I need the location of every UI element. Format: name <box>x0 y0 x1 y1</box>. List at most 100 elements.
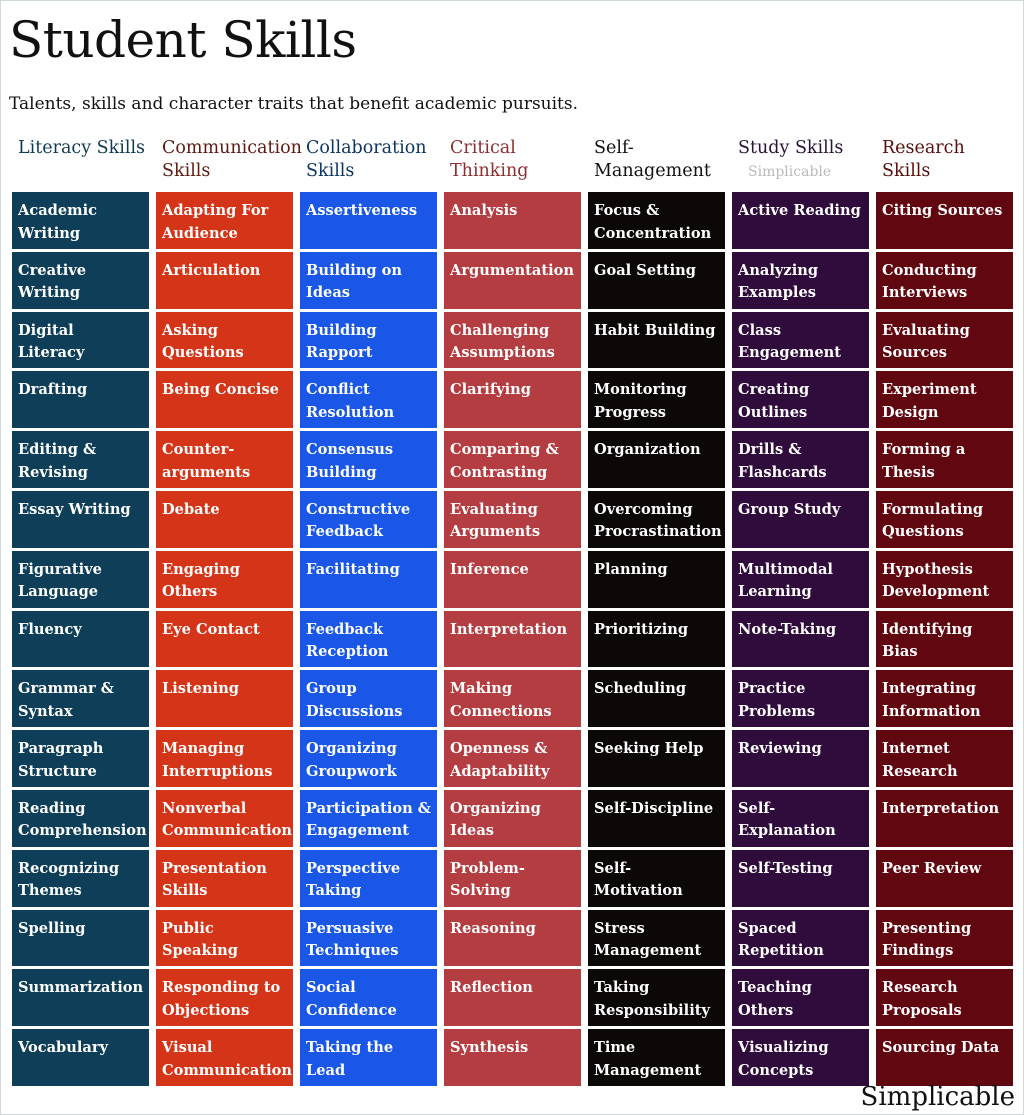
skill-cell: Note-Taking <box>732 610 869 668</box>
skill-cell: Managing Interruptions <box>156 730 293 787</box>
skill-cell: Argumentation <box>444 251 581 309</box>
skill-cell: Prioritizing <box>588 610 725 668</box>
skill-cell: Academic Writing <box>12 192 149 249</box>
skill-cell: Being Concise <box>156 371 293 429</box>
skill-column-research-skills: Research Skills Citing Sources Conducting … <box>876 137 1013 1086</box>
column-heading: Literacy Skills <box>12 137 149 187</box>
skill-cell: Visual Communication <box>156 1029 293 1086</box>
skill-cell: Time Management <box>588 1029 725 1086</box>
skill-cell: Problem-Solving <box>444 849 581 907</box>
column-heading-text: Critical Thinking <box>450 138 529 181</box>
skill-cell: Self-Motivation <box>588 849 725 907</box>
skill-cell: Group Discussions <box>300 670 437 728</box>
skill-cell: Organizing Groupwork <box>300 730 437 787</box>
skill-column-collaboration-skills: Collaboration Skills Assertiveness Buildin… <box>300 137 437 1086</box>
skill-list: Analysis Argumentation Challenging Assumpt… <box>444 192 581 1086</box>
skill-cell: Taking the Lead <box>300 1029 437 1086</box>
skill-cell: Self-Discipline <box>588 789 725 847</box>
skill-cell: Focus & Concentration <box>588 192 725 249</box>
skill-cell: Reflection <box>444 969 581 1027</box>
skill-cell: Adapting For Audience <box>156 192 293 249</box>
skill-cell: Drafting <box>12 371 149 429</box>
skill-cell: Perspective Taking <box>300 849 437 907</box>
skill-cell: Seeking Help <box>588 730 725 787</box>
skill-cell: Editing & Revising <box>12 431 149 488</box>
skill-cell: Presenting Findings <box>876 909 1013 967</box>
skill-cell: Conducting Interviews <box>876 251 1013 309</box>
skill-cell: Assertiveness <box>300 192 437 249</box>
column-heading-text: Study Skills <box>738 138 844 158</box>
skill-cell: Teaching Others <box>732 969 869 1027</box>
column-heading-text: Self-Management <box>594 138 711 181</box>
skill-cell: Organization <box>588 431 725 488</box>
skill-cell: Counter-arguments <box>156 431 293 488</box>
skill-cell: Summarization <box>12 969 149 1027</box>
skill-cell: Drills & Flashcards <box>732 431 869 488</box>
skill-cell: Goal Setting <box>588 251 725 309</box>
column-heading: Critical Thinking <box>444 137 581 187</box>
skill-cell: Grammar & Syntax <box>12 670 149 728</box>
skill-cell: Figurative Language <box>12 550 149 608</box>
skill-cell: Articulation <box>156 251 293 309</box>
skill-cell: Responding to Objections <box>156 969 293 1027</box>
skill-cell: Overcoming Procrastination <box>588 490 725 548</box>
skill-cell: Evaluating Sources <box>876 311 1013 369</box>
skill-column-self-management: Self-Management Focus & Concentration Goal… <box>588 137 725 1086</box>
skill-cell: Stress Management <box>588 909 725 967</box>
skill-cell: Scheduling <box>588 670 725 728</box>
column-heading: Communication Skills <box>156 137 302 187</box>
column-heading-text: Literacy Skills <box>18 138 146 158</box>
skill-cell: Social Confidence <box>300 969 437 1027</box>
skill-column-study-skills: Study Skills Simplicable Active Reading Ana… <box>732 137 869 1086</box>
skill-cell: Reading Comprehension <box>12 789 149 847</box>
skill-list: Academic Writing Creative Writing Digital … <box>12 192 149 1086</box>
column-heading: Research Skills <box>876 137 1013 187</box>
skill-list: Active Reading Analyzing Examples Class En… <box>732 192 869 1086</box>
skill-column-critical-thinking: Critical Thinking Analysis Argumentation Ch… <box>444 137 581 1086</box>
column-heading: Self-Management <box>588 137 725 187</box>
skill-cell: Spaced Repetition <box>732 909 869 967</box>
skill-cell: Hypothesis Development <box>876 550 1013 608</box>
skill-cell: Sourcing Data <box>876 1029 1013 1086</box>
skill-cell: Debate <box>156 490 293 548</box>
skill-cell: Formulating Questions <box>876 490 1013 548</box>
skill-column-communication-skills: Communication Skills Adapting For Audienc… <box>156 137 302 1086</box>
skill-cell: Organizing Ideas <box>444 789 581 847</box>
skill-cell: Comparing & Contrasting <box>444 431 581 488</box>
skill-cell: Active Reading <box>732 192 869 249</box>
column-heading: Study Skills Simplicable <box>732 137 869 187</box>
skill-cell: Multimodal Learning <box>732 550 869 608</box>
skill-cell: Building on Ideas <box>300 251 437 309</box>
skill-cell: Reasoning <box>444 909 581 967</box>
column-heading-text: Research Skills <box>882 138 965 181</box>
skill-cell: Group Study <box>732 490 869 548</box>
skill-cell: Habit Building <box>588 311 725 369</box>
skills-grid: Literacy Skills Academic Writing Creative … <box>12 137 1013 1086</box>
skill-cell: Class Engagement <box>732 311 869 369</box>
skill-cell: Paragraph Structure <box>12 730 149 787</box>
skill-cell: Planning <box>588 550 725 608</box>
skill-cell: Self-Testing <box>732 849 869 907</box>
skill-cell: Experiment Design <box>876 371 1013 429</box>
page-title: Student Skills <box>9 11 357 69</box>
skill-cell: Making Connections <box>444 670 581 728</box>
skill-cell: Taking Responsibility <box>588 969 725 1027</box>
skill-list: Citing Sources Conducting Interviews Evalu… <box>876 192 1013 1086</box>
skill-cell: Recognizing Themes <box>12 849 149 907</box>
skill-cell: Challenging Assumptions <box>444 311 581 369</box>
skill-cell: Vocabulary <box>12 1029 149 1086</box>
skill-column-literacy-skills: Literacy Skills Academic Writing Creative … <box>12 137 149 1086</box>
skill-cell: Digital Literacy <box>12 311 149 369</box>
skill-cell: Essay Writing <box>12 490 149 548</box>
skill-cell: Listening <box>156 670 293 728</box>
skill-cell: Creative Writing <box>12 251 149 309</box>
skill-cell: Synthesis <box>444 1029 581 1086</box>
skill-cell: Engaging Others <box>156 550 293 608</box>
skill-cell: Internet Research <box>876 730 1013 787</box>
page-subtitle: Talents, skills and character traits tha… <box>9 94 579 114</box>
skill-cell: Creating Outlines <box>732 371 869 429</box>
skill-cell: Fluency <box>12 610 149 668</box>
skill-cell: Integrating Information <box>876 670 1013 728</box>
skill-cell: Interpretation <box>876 789 1013 847</box>
skill-cell: Analyzing Examples <box>732 251 869 309</box>
